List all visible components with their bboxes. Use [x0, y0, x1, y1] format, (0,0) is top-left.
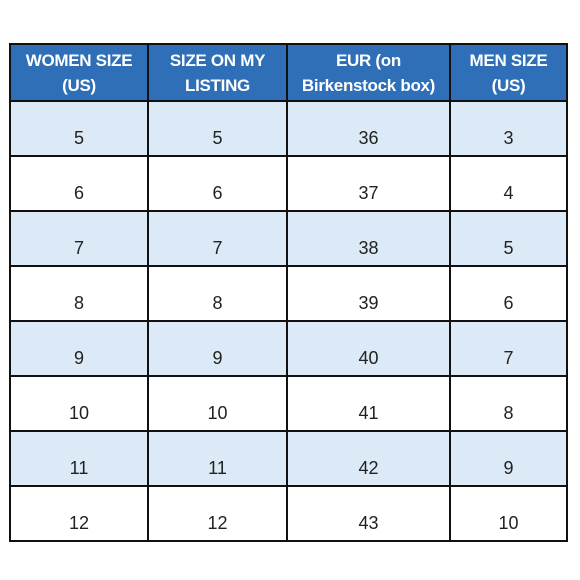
table-row: 12 12 43 10: [9, 485, 568, 542]
cell-eur-size: 42: [286, 430, 451, 487]
header-eur-size: EUR (on Birkenstock box): [286, 43, 451, 102]
cell-listing-size: 10: [147, 375, 288, 432]
table-row: 8 8 39 6: [9, 265, 568, 322]
header-women-size: WOMEN SIZE (US): [9, 43, 149, 102]
cell-listing-size: 7: [147, 210, 288, 267]
cell-eur-size: 40: [286, 320, 451, 377]
header-men-size: MEN SIZE (US): [449, 43, 568, 102]
cell-women-size: 9: [9, 320, 149, 377]
cell-men-size: 9: [449, 430, 568, 487]
size-conversion-table: WOMEN SIZE (US) SIZE ON MY LISTING EUR (…: [9, 43, 568, 542]
cell-women-size: 11: [9, 430, 149, 487]
table-header: WOMEN SIZE (US) SIZE ON MY LISTING EUR (…: [9, 43, 568, 102]
cell-women-size: 7: [9, 210, 149, 267]
cell-eur-size: 38: [286, 210, 451, 267]
cell-eur-size: 39: [286, 265, 451, 322]
cell-men-size: 5: [449, 210, 568, 267]
table-row: 10 10 41 8: [9, 375, 568, 432]
table-row: 7 7 38 5: [9, 210, 568, 267]
cell-men-size: 10: [449, 485, 568, 542]
cell-women-size: 5: [9, 100, 149, 157]
cell-women-size: 10: [9, 375, 149, 432]
cell-women-size: 12: [9, 485, 149, 542]
cell-eur-size: 36: [286, 100, 451, 157]
cell-listing-size: 6: [147, 155, 288, 212]
cell-listing-size: 8: [147, 265, 288, 322]
header-size-on-listing: SIZE ON MY LISTING: [147, 43, 288, 102]
cell-listing-size: 12: [147, 485, 288, 542]
cell-men-size: 7: [449, 320, 568, 377]
table-row: 6 6 37 4: [9, 155, 568, 212]
table-row: 11 11 42 9: [9, 430, 568, 487]
table-row: 9 9 40 7: [9, 320, 568, 377]
cell-eur-size: 43: [286, 485, 451, 542]
cell-men-size: 3: [449, 100, 568, 157]
cell-listing-size: 5: [147, 100, 288, 157]
table-row: 5 5 36 3: [9, 100, 568, 157]
cell-eur-size: 41: [286, 375, 451, 432]
table-body: 5 5 36 3 6 6 37 4 7 7 38 5 8 8 39 6 9 9 …: [9, 100, 568, 542]
cell-eur-size: 37: [286, 155, 451, 212]
cell-women-size: 6: [9, 155, 149, 212]
cell-men-size: 6: [449, 265, 568, 322]
header-row: WOMEN SIZE (US) SIZE ON MY LISTING EUR (…: [9, 43, 568, 102]
cell-men-size: 8: [449, 375, 568, 432]
cell-women-size: 8: [9, 265, 149, 322]
cell-listing-size: 9: [147, 320, 288, 377]
cell-men-size: 4: [449, 155, 568, 212]
cell-listing-size: 11: [147, 430, 288, 487]
